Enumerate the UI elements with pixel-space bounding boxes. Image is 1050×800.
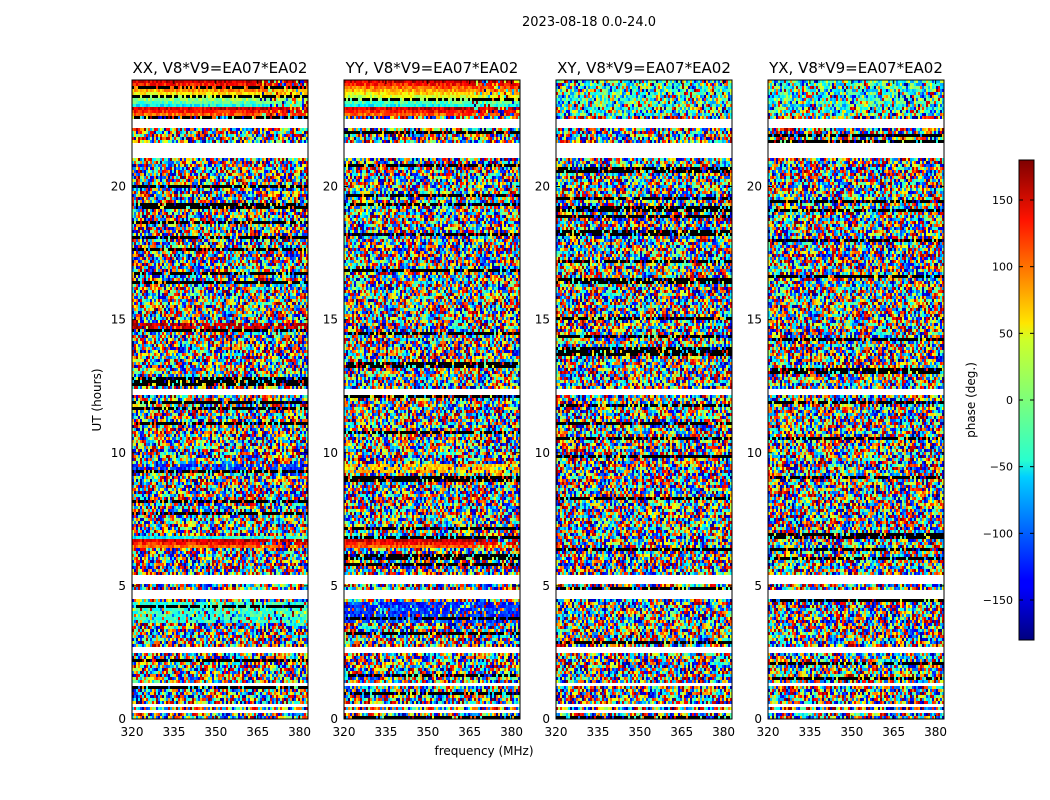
heatmap-image [556, 80, 732, 719]
colorbar-tick-label: 150 [992, 194, 1013, 207]
y-tick-label: 20 [111, 180, 126, 194]
y-tick-label: 10 [111, 446, 126, 460]
colorbar-tick-label: 50 [999, 327, 1013, 340]
colorbar: 150 100 50 0 −50 −100 −150 phase (deg.) [964, 159, 1035, 641]
panel-title: XY, V8*V9=EA07*EA02 [557, 59, 731, 77]
x-tick-label: 320 [121, 725, 144, 739]
panel-2: YY, V8*V9=EA07*EA02 320 335 350 365 380 0 5 10 15… [323, 59, 523, 739]
figure-title: 2023-08-18 0.0-24.0 [522, 15, 656, 30]
colorbar-ticks: 150 100 50 0 −50 −100 −150 [983, 194, 1034, 607]
x-tick-label: 365 [670, 725, 693, 739]
colorbar-tick-label: −50 [990, 461, 1013, 474]
y-tick-label: 15 [747, 313, 762, 327]
x-tick-label: 335 [798, 725, 821, 739]
y-tick-label: 5 [754, 579, 762, 593]
x-tick-label: 320 [545, 725, 568, 739]
y-tick-label: 10 [535, 446, 550, 460]
x-tick-label: 335 [374, 725, 397, 739]
heatmap-image [344, 80, 520, 719]
panel-3: XY, V8*V9=EA07*EA02 320 335 350 365 380 0 5 10 15… [535, 59, 735, 739]
panel-4: YX, V8*V9=EA07*EA02 320 335 350 365 380 0 5 10 15… [747, 59, 947, 739]
y-tick-label: 15 [535, 313, 550, 327]
panel-frame [131, 79, 309, 720]
y-tick-label: 0 [754, 712, 762, 726]
y-tick-label: 0 [118, 712, 126, 726]
x-tick-label: 350 [840, 725, 863, 739]
panels-group: XX, V8*V9=EA07*EA02 320 335 350 365 380 0 5 10 15… [111, 59, 947, 739]
colorbar-label: phase (deg.) [964, 362, 978, 438]
y-tick-label: 10 [747, 446, 762, 460]
x-tick-label: 335 [586, 725, 609, 739]
y-tick-label: 15 [111, 313, 126, 327]
y-tick-label: 20 [535, 180, 550, 194]
x-tick-label: 365 [882, 725, 905, 739]
x-tick-label: 380 [288, 725, 311, 739]
heatmap-image [132, 80, 308, 719]
panel-title: YY, V8*V9=EA07*EA02 [345, 59, 519, 77]
x-tick-label: 380 [924, 725, 947, 739]
y-tick-label: 5 [118, 579, 126, 593]
x-tick-label: 380 [500, 725, 523, 739]
y-tick-label: 0 [542, 712, 550, 726]
x-tick-label: 365 [458, 725, 481, 739]
x-tick-label: 365 [246, 725, 269, 739]
x-tick-label: 320 [757, 725, 780, 739]
panel-title: YX, V8*V9=EA07*EA02 [768, 59, 943, 77]
colorbar-tick-label: −150 [983, 594, 1013, 607]
x-tick-label: 320 [333, 725, 356, 739]
x-tick-label: 350 [416, 725, 439, 739]
colorbar-tick-label: 0 [1006, 394, 1013, 407]
colorbar-tick-label: 100 [992, 261, 1013, 274]
x-axis-label: frequency (MHz) [434, 744, 533, 758]
y-tick-label: 10 [323, 446, 338, 460]
y-axis-label: UT (hours) [90, 368, 104, 431]
panel-1: XX, V8*V9=EA07*EA02 320 335 350 365 380 0 5 10 15… [111, 59, 311, 739]
x-tick-label: 335 [162, 725, 185, 739]
colorbar-tick-label: −100 [983, 527, 1013, 540]
y-tick-label: 20 [747, 180, 762, 194]
panel-title: XX, V8*V9=EA07*EA02 [133, 59, 308, 77]
heatmap-image [768, 80, 944, 719]
y-tick-label: 20 [323, 180, 338, 194]
panel-frame [767, 79, 945, 720]
x-tick-label: 350 [628, 725, 651, 739]
y-tick-label: 5 [330, 579, 338, 593]
x-tick-label: 380 [712, 725, 735, 739]
panel-frame [555, 79, 733, 720]
y-tick-label: 15 [323, 313, 338, 327]
x-tick-label: 350 [204, 725, 227, 739]
y-tick-label: 0 [330, 712, 338, 726]
panel-frame [343, 79, 521, 720]
y-tick-label: 5 [542, 579, 550, 593]
